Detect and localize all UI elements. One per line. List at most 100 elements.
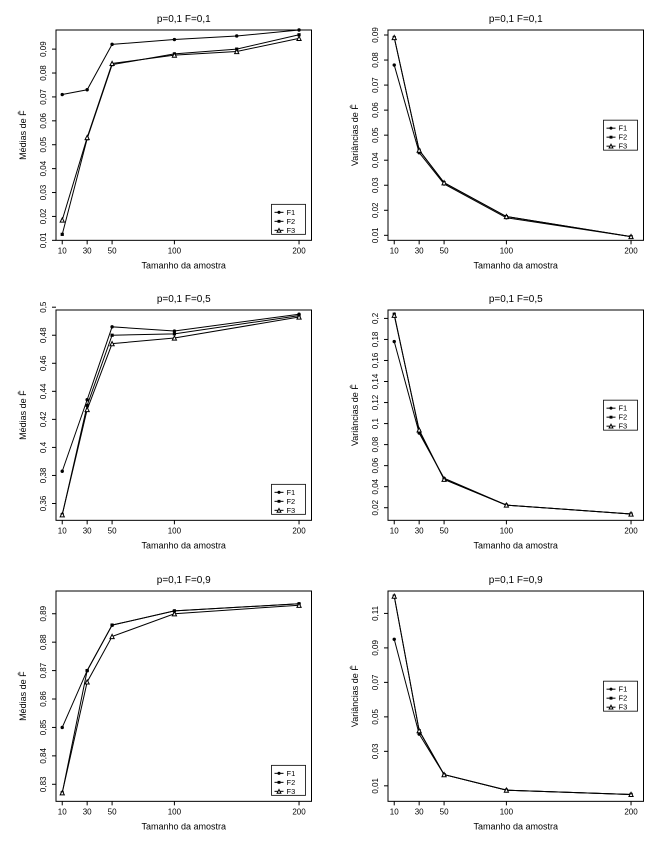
x-tick-label: 30 <box>414 527 423 536</box>
y-tick-label: 0,03 <box>39 184 48 200</box>
legend-label-F3: F3 <box>286 506 295 515</box>
legend-label-F1: F1 <box>618 404 627 413</box>
plot-title: p=0,1 F=0,5 <box>157 294 211 305</box>
plot-title: p=0,1 F=0,5 <box>488 294 542 305</box>
series-F3-marker <box>110 634 114 638</box>
series-F2-marker <box>61 233 64 236</box>
legend-label-F3: F3 <box>618 422 627 431</box>
y-tick-label: 0,18 <box>371 331 380 347</box>
y-tick-label: 0,88 <box>39 633 48 649</box>
y-tick-label: 0,38 <box>39 467 48 483</box>
y-tick-label: 0,04 <box>371 152 380 168</box>
chart-panel-p6: p=0,1 F=0,9103050100200Tamanho da amostr… <box>342 569 650 843</box>
series-F3-marker <box>172 336 176 340</box>
y-tick-label: 0,05 <box>39 136 48 152</box>
legend-label-F1: F1 <box>618 124 627 133</box>
series-F3-line <box>394 316 631 515</box>
y-axis-title: Médias de F̂ <box>18 671 28 721</box>
legend-label-F2: F2 <box>618 693 627 702</box>
x-axis-title: Tamanho da amostra <box>142 260 226 270</box>
series-F1-marker <box>392 637 395 640</box>
y-tick-label: 0,5 <box>39 301 48 313</box>
x-tick-label: 10 <box>389 246 398 255</box>
series-F1-line <box>394 65 631 237</box>
x-tick-label: 100 <box>168 527 182 536</box>
series-F1-marker <box>392 63 395 66</box>
y-tick-label: 0,08 <box>39 65 48 81</box>
series-F1-marker <box>235 34 238 37</box>
legend-label-F3: F3 <box>618 702 627 711</box>
y-axis-title: Variâncias de F̂ <box>349 104 359 166</box>
y-tick-label: 0,02 <box>371 500 380 516</box>
y-tick-label: 0,07 <box>371 77 380 93</box>
x-tick-label: 200 <box>624 527 638 536</box>
y-tick-label: 0,89 <box>39 605 48 621</box>
x-tick-label: 50 <box>439 527 448 536</box>
series-F2-line <box>394 596 631 794</box>
x-tick-label: 10 <box>58 246 67 255</box>
y-axis-title: Médias de F̂ <box>18 110 28 160</box>
y-tick-label: 0,09 <box>39 41 48 57</box>
legend-label-F1: F1 <box>287 768 296 777</box>
x-tick-label: 30 <box>83 807 92 816</box>
plot-title: p=0,1 F=0,9 <box>488 575 542 586</box>
y-tick-label: 0,36 <box>39 496 48 512</box>
y-tick-label: 0,01 <box>371 227 380 243</box>
plot-title: p=0,1 F=0,9 <box>157 575 211 586</box>
x-tick-label: 30 <box>414 807 423 816</box>
y-tick-label: 0,04 <box>39 160 48 176</box>
x-tick-label: 50 <box>108 807 117 816</box>
series-F1-marker <box>61 470 64 473</box>
y-tick-label: 0,03 <box>371 177 380 193</box>
series-F3-marker <box>110 61 114 65</box>
chart-panel-p1: p=0,1 F=0,1103050100200Tamanho da amostr… <box>10 8 318 282</box>
y-tick-label: 0,85 <box>39 719 48 735</box>
y-tick-label: 0,44 <box>39 383 48 399</box>
series-F1-marker <box>392 340 395 343</box>
y-tick-label: 0,12 <box>371 395 380 411</box>
x-tick-label: 30 <box>83 527 92 536</box>
x-tick-label: 30 <box>414 246 423 255</box>
y-tick-label: 0,05 <box>371 708 380 724</box>
series-F3-line <box>62 605 299 793</box>
legend-label-F2: F2 <box>618 413 627 422</box>
legend-label-F3: F3 <box>287 786 296 795</box>
series-F3-marker <box>85 680 89 684</box>
legend-label-F2: F2 <box>287 777 296 786</box>
x-axis-title: Tamanho da amostra <box>473 260 557 270</box>
x-tick-label: 50 <box>439 246 448 255</box>
y-tick-label: 0,02 <box>39 208 48 224</box>
chart-panel-p2: p=0,1 F=0,1103050100200Tamanho da amostr… <box>342 8 650 282</box>
series-F3-line <box>62 317 299 515</box>
series-F3-line <box>394 596 631 794</box>
x-tick-label: 50 <box>108 527 117 536</box>
y-tick-label: 0,03 <box>371 743 380 759</box>
y-tick-label: 0,08 <box>371 52 380 68</box>
y-tick-label: 0,06 <box>371 102 380 118</box>
y-tick-label: 0,07 <box>371 674 380 690</box>
series-F1-marker <box>297 28 300 31</box>
series-F2-line <box>62 603 299 792</box>
x-axis-title: Tamanho da amostra <box>142 541 226 551</box>
x-axis-title: Tamanho da amostra <box>473 821 558 831</box>
y-axis-title: Variâncias de F̂ <box>349 384 359 446</box>
series-F2-line <box>62 35 299 235</box>
x-tick-label: 10 <box>58 807 67 816</box>
plot-title: p=0,1 F=0,1 <box>157 14 211 25</box>
x-tick-label: 200 <box>292 807 306 816</box>
series-F1-marker <box>110 325 113 328</box>
series-F1-marker <box>61 93 64 96</box>
x-tick-label: 100 <box>499 807 513 816</box>
y-tick-label: 0,46 <box>39 355 48 371</box>
x-axis-title: Tamanho da amostra <box>473 541 557 551</box>
series-F1-marker <box>110 43 113 46</box>
legend-label-F2: F2 <box>286 497 295 506</box>
series-F2-line <box>394 38 631 237</box>
series-F1-line <box>62 30 299 95</box>
y-tick-label: 0,1 <box>371 418 380 430</box>
y-tick-label: 0,09 <box>371 639 380 655</box>
series-F3-line <box>394 38 631 237</box>
x-tick-label: 200 <box>292 527 306 536</box>
x-tick-label: 100 <box>168 246 182 255</box>
x-tick-label: 10 <box>389 807 398 816</box>
